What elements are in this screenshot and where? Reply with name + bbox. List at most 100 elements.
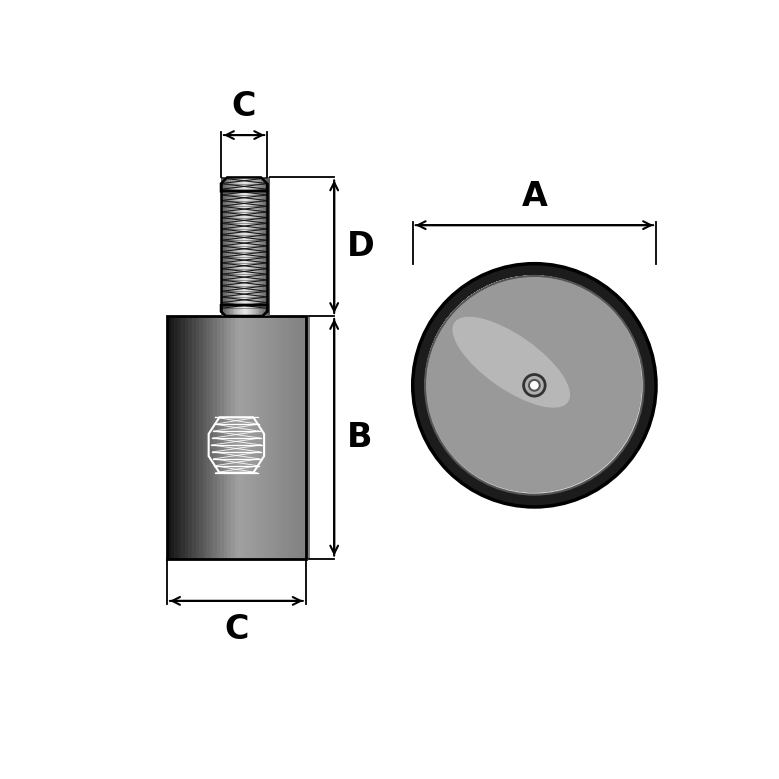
Ellipse shape: [425, 276, 643, 495]
Ellipse shape: [425, 276, 642, 492]
Bar: [227, 178, 229, 316]
Ellipse shape: [425, 276, 641, 492]
Text: A: A: [521, 180, 548, 213]
Bar: [227, 316, 231, 559]
Bar: [220, 316, 224, 559]
Ellipse shape: [425, 276, 641, 492]
Bar: [192, 316, 196, 559]
Bar: [223, 178, 226, 316]
Ellipse shape: [425, 276, 642, 492]
Bar: [248, 178, 251, 316]
Ellipse shape: [425, 276, 641, 492]
Ellipse shape: [425, 276, 643, 493]
Bar: [233, 178, 235, 316]
Bar: [224, 316, 228, 559]
Ellipse shape: [425, 276, 643, 493]
Ellipse shape: [427, 277, 641, 492]
Ellipse shape: [425, 276, 642, 492]
Bar: [298, 316, 303, 559]
Bar: [273, 316, 278, 559]
Bar: [171, 316, 174, 559]
Bar: [242, 178, 245, 316]
Ellipse shape: [425, 275, 643, 493]
Bar: [284, 316, 288, 559]
Ellipse shape: [425, 276, 642, 492]
Bar: [225, 178, 227, 316]
Ellipse shape: [425, 275, 642, 492]
Ellipse shape: [425, 275, 642, 492]
Ellipse shape: [427, 277, 641, 492]
Bar: [246, 178, 249, 316]
Bar: [240, 178, 243, 316]
Ellipse shape: [425, 276, 642, 492]
Text: C: C: [232, 90, 256, 123]
Ellipse shape: [425, 276, 643, 493]
Bar: [174, 316, 178, 559]
Ellipse shape: [425, 276, 641, 492]
Ellipse shape: [425, 276, 643, 495]
Ellipse shape: [425, 276, 643, 494]
Bar: [236, 178, 239, 316]
Ellipse shape: [426, 277, 641, 492]
Bar: [291, 316, 296, 559]
Bar: [249, 316, 253, 559]
Circle shape: [523, 375, 545, 396]
Ellipse shape: [425, 275, 643, 493]
Bar: [263, 316, 267, 559]
Ellipse shape: [425, 276, 643, 495]
Text: D: D: [347, 231, 374, 263]
Ellipse shape: [427, 278, 642, 492]
Bar: [262, 178, 264, 316]
Ellipse shape: [426, 277, 641, 492]
Bar: [305, 316, 310, 559]
Ellipse shape: [425, 276, 643, 494]
Bar: [302, 316, 306, 559]
Ellipse shape: [425, 276, 643, 494]
Bar: [256, 178, 259, 316]
Bar: [206, 316, 210, 559]
Bar: [221, 178, 224, 316]
Bar: [167, 316, 171, 559]
Bar: [241, 316, 246, 559]
Ellipse shape: [427, 277, 641, 492]
Bar: [266, 316, 271, 559]
Bar: [213, 316, 217, 559]
Bar: [203, 316, 207, 559]
Ellipse shape: [425, 275, 642, 492]
Bar: [252, 316, 256, 559]
Bar: [280, 316, 285, 559]
Bar: [244, 178, 247, 316]
Ellipse shape: [425, 276, 643, 493]
Ellipse shape: [426, 277, 641, 492]
Bar: [217, 316, 221, 559]
Ellipse shape: [425, 276, 641, 492]
Bar: [288, 316, 292, 559]
Bar: [295, 316, 299, 559]
Bar: [258, 178, 260, 316]
Bar: [185, 316, 189, 559]
Bar: [182, 316, 185, 559]
Ellipse shape: [453, 317, 570, 407]
Ellipse shape: [425, 276, 642, 492]
Bar: [196, 316, 199, 559]
Bar: [238, 178, 241, 316]
Ellipse shape: [426, 277, 641, 492]
Ellipse shape: [425, 276, 642, 492]
Bar: [167, 316, 305, 559]
Ellipse shape: [426, 277, 641, 492]
Bar: [259, 316, 264, 559]
Ellipse shape: [425, 275, 642, 492]
Bar: [221, 192, 267, 316]
Text: C: C: [224, 613, 249, 647]
Bar: [238, 316, 242, 559]
Ellipse shape: [413, 263, 656, 507]
Bar: [245, 316, 249, 559]
Bar: [259, 178, 262, 316]
Ellipse shape: [425, 276, 643, 494]
Bar: [210, 316, 214, 559]
Bar: [231, 178, 233, 316]
Bar: [178, 316, 182, 559]
Ellipse shape: [425, 275, 642, 492]
Bar: [199, 316, 203, 559]
Bar: [229, 178, 231, 316]
